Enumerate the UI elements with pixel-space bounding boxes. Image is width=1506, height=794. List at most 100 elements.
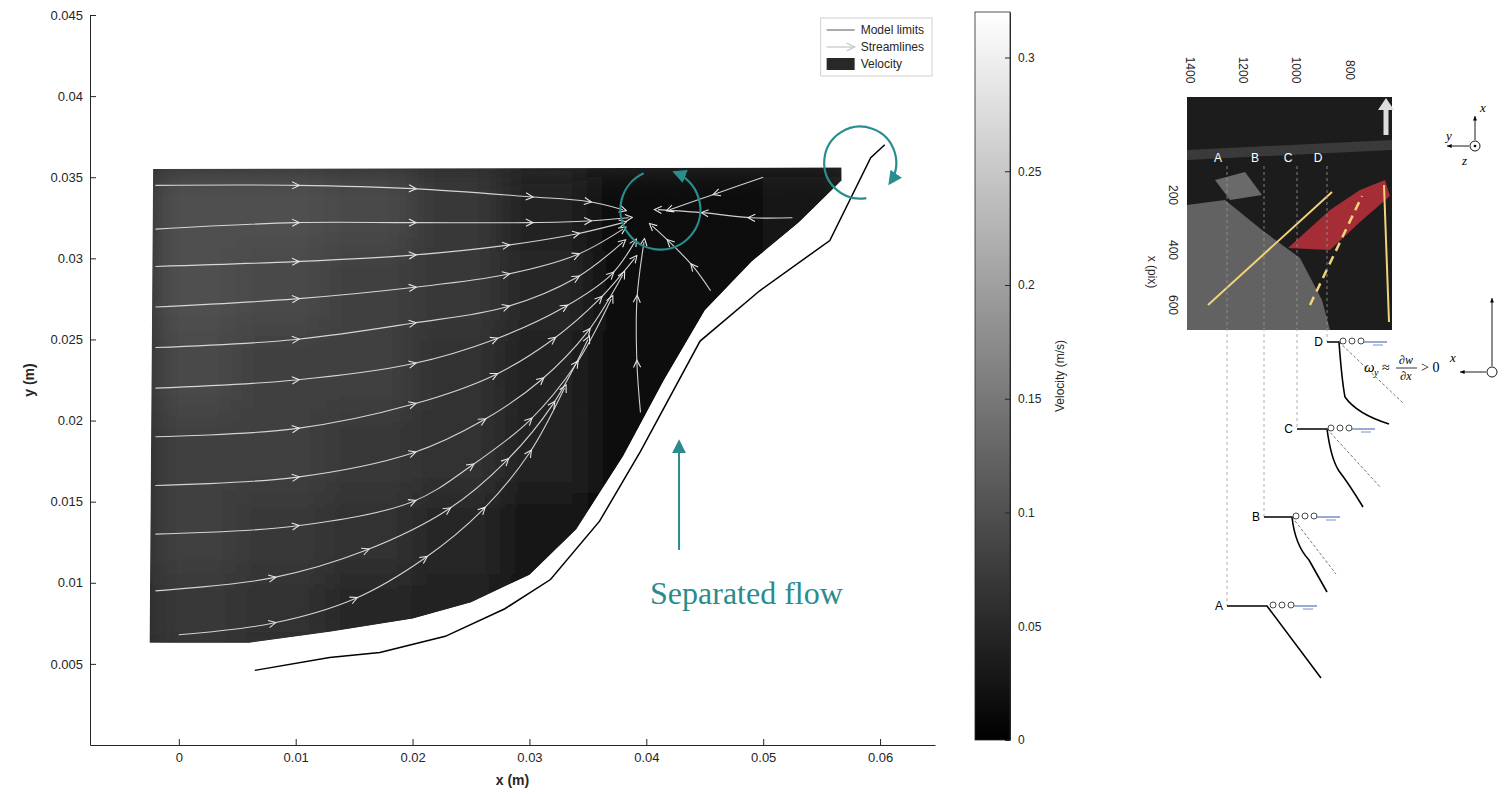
tick: 0.05 <box>1005 620 1042 634</box>
tick-label: 0.05 <box>1018 620 1042 634</box>
colorbar-axis-line <box>1010 13 1011 741</box>
tick: 0.05 <box>751 739 776 765</box>
tick-mark <box>90 15 96 16</box>
water-surface <box>1316 516 1340 517</box>
bubble <box>1358 338 1364 344</box>
axis-arrowhead <box>1460 370 1465 374</box>
tick: 0.06 <box>868 739 893 765</box>
legend-swatch <box>827 46 855 47</box>
bank-profile <box>1264 517 1327 592</box>
bubble <box>1288 602 1294 608</box>
section-label: D <box>1314 151 1323 165</box>
axis-symbol: z <box>1461 153 1467 168</box>
streamline <box>155 275 622 486</box>
section-line <box>1227 166 1228 606</box>
section-label: A <box>1214 151 1222 165</box>
model-limit-line <box>255 145 885 671</box>
photo-axis-title: x (pix) <box>1145 256 1159 289</box>
tick: 0.03 <box>517 739 542 765</box>
tick-label: 0.01 <box>58 575 83 590</box>
streamline <box>155 299 611 534</box>
photo-yellow-dash <box>1310 196 1362 305</box>
bubble <box>1349 338 1355 344</box>
velocity-cell <box>325 250 413 331</box>
streamline <box>155 258 634 436</box>
bubble <box>1293 513 1299 519</box>
bubble <box>1340 338 1346 344</box>
bubble <box>1328 425 1334 431</box>
tick-mark <box>1005 285 1010 286</box>
velocity-cell <box>150 166 238 250</box>
water-surface-mark <box>1361 432 1371 433</box>
tick-label: 0.035 <box>50 170 83 185</box>
streamline <box>179 388 565 635</box>
velocity-cell <box>150 575 238 656</box>
tick-mark <box>880 739 881 745</box>
tick-label: 0.25 <box>1018 165 1042 179</box>
section-label: B <box>1251 151 1259 165</box>
tick-mark <box>90 258 96 259</box>
photo-flow-arrow <box>1384 108 1389 135</box>
tick-label: 0 <box>1018 733 1025 747</box>
tick: 0.005 <box>50 657 96 672</box>
photo-speckle <box>1215 172 1262 200</box>
tick-label: 0 <box>176 750 183 765</box>
velocity-cell <box>325 494 413 575</box>
section-line <box>1297 166 1298 429</box>
x-axis-title: x (m) <box>496 772 529 788</box>
tick-mark <box>1005 399 1010 400</box>
tick-mark <box>1005 626 1010 627</box>
velocity-cell <box>676 331 764 412</box>
axis-out-of-plane <box>1487 367 1497 377</box>
velocity-cell <box>325 166 413 250</box>
vortex-arrow <box>620 172 700 249</box>
tick-mark <box>1005 513 1010 514</box>
tick: 0.045 <box>50 8 96 23</box>
velocity-cell <box>237 575 325 656</box>
tick-mark <box>763 739 764 745</box>
legend: Model limits Streamlines Velocity <box>821 18 932 76</box>
velocity-cell <box>763 331 851 412</box>
section-line <box>1327 166 1328 342</box>
tick: 0.3 <box>1005 51 1035 65</box>
tick-label: 0.06 <box>868 750 893 765</box>
velocity-cell <box>150 250 238 331</box>
tick-mark <box>1005 58 1010 59</box>
tick: 0.01 <box>284 739 309 765</box>
legend-item: Velocity <box>827 57 902 71</box>
tick-mark <box>179 739 180 745</box>
bubble <box>1311 513 1317 519</box>
tick: 0 <box>1005 733 1025 747</box>
legend-item: Model limits <box>827 23 924 37</box>
photo-tick-label: 1000 <box>1289 57 1303 84</box>
bubble <box>1279 602 1285 608</box>
formula-approx: ≈ <box>1382 360 1390 375</box>
tick: 0.1 <box>1005 506 1035 520</box>
tick: 0 <box>176 739 183 765</box>
y-axis: 0.0050.010.0150.020.0250.030.0350.040.04… <box>50 8 96 746</box>
water-surface-mark <box>1373 345 1383 346</box>
photo-speckle <box>1187 200 1330 330</box>
water-surface-mark <box>1326 520 1336 521</box>
photo-flow-arrowhead <box>1378 98 1394 110</box>
tick-mark <box>90 421 96 422</box>
water-surface <box>1363 341 1387 342</box>
velocity-cells <box>150 166 851 656</box>
axis-symbol: x <box>1449 350 1456 365</box>
tick: 0.01 <box>58 575 96 590</box>
tick: 0.035 <box>50 170 96 185</box>
tick-label: 0.03 <box>517 750 542 765</box>
formula-denominator: ∂x <box>1400 369 1412 383</box>
tick: 0.02 <box>400 739 425 765</box>
streamline <box>155 339 587 590</box>
legend-item: Streamlines <box>827 40 924 54</box>
velocity-cell <box>325 412 413 493</box>
vortex-arrow <box>824 127 896 199</box>
x-axis: 00.010.020.030.040.050.06 <box>91 739 936 765</box>
velocity-cell <box>150 331 238 412</box>
profile-label: B <box>1252 510 1260 524</box>
axis-symbol: y <box>1444 128 1452 143</box>
photo <box>1187 97 1392 330</box>
profile-label: A <box>1215 599 1223 613</box>
velocity-cell <box>500 331 588 412</box>
